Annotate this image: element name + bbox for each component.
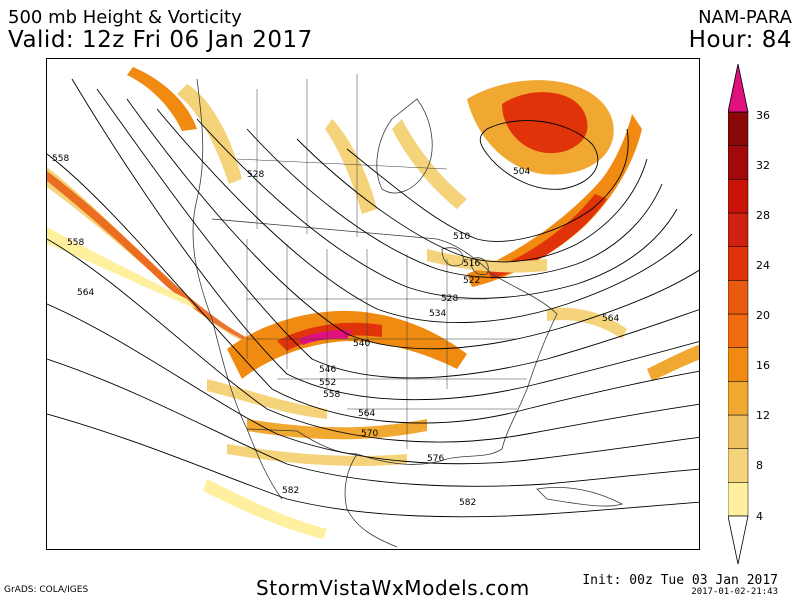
contour-label-528-east: 528 bbox=[441, 294, 458, 304]
vort-pacific-jet bbox=[47, 167, 279, 359]
contour-label-582-west: 582 bbox=[282, 486, 299, 496]
colorbar-tick-20: 20 bbox=[756, 309, 770, 322]
contour-label-534: 534 bbox=[429, 309, 446, 319]
cuba-coast bbox=[536, 486, 624, 507]
map-title: 500 mb Height & Vorticity bbox=[8, 7, 242, 28]
site-name: StormVistaWxModels.com bbox=[256, 576, 530, 600]
contour-labels: 558 528 558 564 504 510 516 522 528 534 … bbox=[52, 154, 619, 508]
valid-time: Valid: 12z Fri 06 Jan 2017 bbox=[8, 27, 313, 53]
gulf-coastline bbox=[344, 453, 448, 548]
colorbar-band bbox=[728, 482, 749, 517]
vorticity-shading bbox=[47, 67, 699, 539]
colorbar-band bbox=[728, 313, 749, 348]
init-time: Init: 00z Tue 03 Jan 2017 bbox=[582, 573, 778, 588]
contour-510 bbox=[346, 128, 629, 242]
contour-558 bbox=[47, 153, 699, 424]
east-coastline bbox=[446, 273, 558, 460]
contour-label-552: 552 bbox=[319, 378, 336, 388]
map-canvas: 558 528 558 564 504 510 516 522 528 534 … bbox=[47, 67, 699, 548]
contour-576 bbox=[47, 358, 699, 487]
contour-540 bbox=[126, 98, 699, 350]
contour-label-540: 540 bbox=[353, 339, 370, 349]
contour-label-516: 516 bbox=[463, 259, 480, 269]
contour-label-576: 576 bbox=[427, 454, 444, 464]
vort-central-canada bbox=[325, 119, 377, 214]
colorbar-band bbox=[728, 414, 749, 449]
vort-central-us-max bbox=[299, 330, 352, 345]
colorbar-band bbox=[728, 280, 749, 315]
colorbar-tick-36: 36 bbox=[756, 109, 770, 122]
contour-label-564-atlantic: 564 bbox=[602, 314, 619, 324]
model-name: NAM-PARA bbox=[698, 7, 792, 28]
us-canada-border bbox=[211, 218, 493, 275]
colorbar-band bbox=[728, 381, 749, 416]
colorbar-band bbox=[728, 448, 749, 483]
contour-label-558-south: 558 bbox=[323, 390, 340, 400]
vort-nw-canada-2 bbox=[177, 84, 242, 184]
colorbar-bands bbox=[728, 111, 749, 517]
contour-label-558-pacific: 558 bbox=[67, 238, 84, 248]
contour-528 bbox=[196, 118, 678, 299]
contour-534 bbox=[156, 108, 693, 323]
hudson-bay bbox=[376, 98, 433, 194]
contour-label-582-east: 582 bbox=[459, 498, 476, 508]
vort-gulf bbox=[227, 444, 407, 466]
vort-texas bbox=[247, 419, 427, 440]
generation-stamp: 2017-01-02-21:43 bbox=[691, 587, 778, 597]
vort-mexico bbox=[203, 479, 327, 539]
colorbar-band bbox=[728, 179, 749, 214]
contour-504 bbox=[479, 120, 599, 190]
contour-label-546: 546 bbox=[319, 365, 336, 375]
map-borders bbox=[192, 74, 624, 548]
grads-credit: GrADS: COLA/IGES bbox=[4, 585, 89, 595]
colorbar-tick-28: 28 bbox=[756, 209, 770, 222]
colorbar-band bbox=[728, 246, 749, 281]
contour-label-528-nw: 528 bbox=[247, 170, 264, 180]
west-coastline bbox=[192, 78, 283, 500]
forecast-hour: Hour: 84 bbox=[688, 27, 792, 53]
vort-pacific-jet-core bbox=[47, 171, 263, 349]
contour-label-564-pacific: 564 bbox=[77, 288, 94, 298]
colorbar-band bbox=[728, 145, 749, 180]
weather-map: 558 528 558 564 504 510 516 522 528 534 … bbox=[46, 58, 700, 550]
colorbar-tick-labels: 4 8 12 16 20 24 28 32 36 bbox=[756, 109, 770, 523]
height-contours bbox=[47, 78, 699, 518]
contour-582 bbox=[47, 413, 699, 518]
canada-provinces bbox=[236, 74, 448, 237]
contour-label-522: 522 bbox=[463, 276, 480, 286]
vorticity-colorbar: 4 8 12 16 20 24 28 32 36 bbox=[728, 58, 794, 570]
state-lines bbox=[246, 239, 527, 449]
colorbar-tick-16: 16 bbox=[756, 359, 770, 372]
contour-label-510: 510 bbox=[453, 232, 470, 242]
colorbar-top-arrow bbox=[728, 63, 749, 113]
vort-pacific-jet-2 bbox=[47, 227, 197, 309]
contour-label-570: 570 bbox=[361, 429, 378, 439]
contour-546 bbox=[96, 88, 699, 379]
vort-southwest bbox=[207, 379, 327, 419]
colorbar-tick-8: 8 bbox=[756, 459, 763, 472]
colorbar-tick-4: 4 bbox=[756, 510, 763, 523]
vort-atlantic-2 bbox=[647, 344, 699, 381]
contour-564 bbox=[47, 238, 699, 443]
great-lakes bbox=[441, 247, 489, 276]
contour-label-504: 504 bbox=[513, 167, 530, 177]
colorbar-band bbox=[728, 212, 749, 247]
colorbar-bottom-arrow bbox=[728, 515, 749, 565]
contour-570 bbox=[47, 303, 699, 465]
vort-labrador-low-core bbox=[502, 92, 588, 154]
colorbar-band bbox=[728, 111, 749, 146]
colorbar-tick-24: 24 bbox=[756, 259, 770, 272]
colorbar-canvas: 4 8 12 16 20 24 28 32 36 bbox=[728, 63, 770, 565]
contour-label-564-south: 564 bbox=[358, 409, 375, 419]
contour-label-558-west: 558 bbox=[52, 154, 69, 164]
colorbar-tick-12: 12 bbox=[756, 409, 770, 422]
colorbar-band bbox=[728, 347, 749, 382]
colorbar-tick-32: 32 bbox=[756, 159, 770, 172]
vort-nw-canada bbox=[127, 67, 197, 131]
contour-516 bbox=[296, 138, 648, 263]
contour-552 bbox=[71, 78, 699, 401]
vort-east-coast-core bbox=[487, 194, 607, 279]
contour-522 bbox=[246, 128, 663, 278]
vort-atlantic bbox=[547, 307, 627, 339]
